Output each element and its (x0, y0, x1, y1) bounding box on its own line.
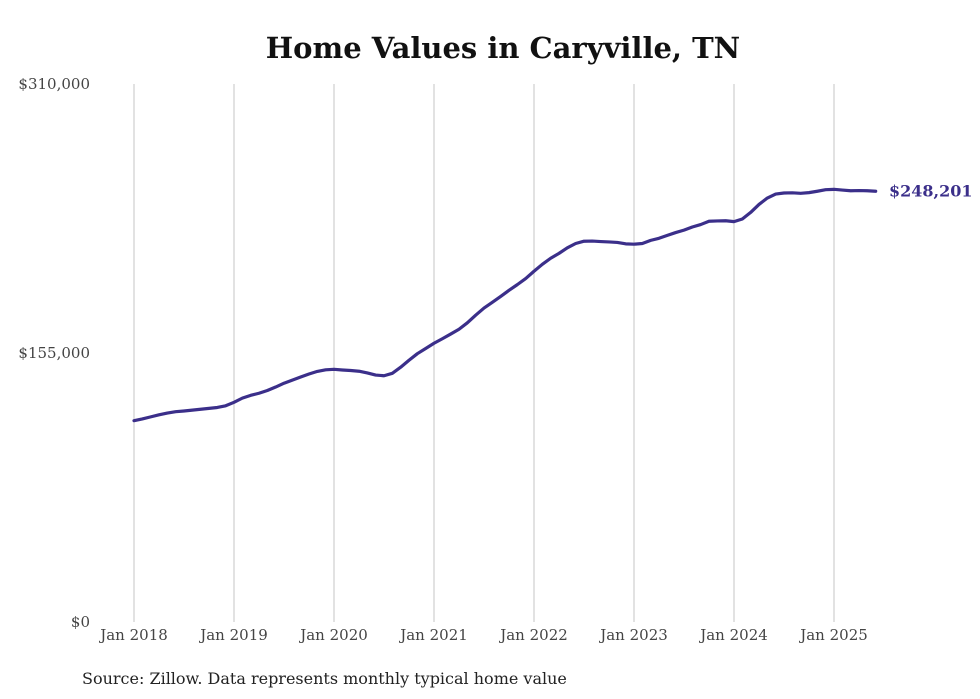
grid-lines (133, 84, 835, 622)
chart-title: Home Values in Caryville, TN (266, 31, 740, 65)
end-value-label: $248,201 (889, 181, 973, 200)
y-tick-label: $0 (71, 613, 90, 631)
x-tick-label: Jan 2022 (498, 626, 568, 644)
x-tick-label: Jan 2018 (98, 626, 168, 644)
x-axis-ticks: Jan 2018 Jan 2019 Jan 2020 Jan 2021 Jan 2022… (98, 626, 868, 644)
series-line (132, 187, 878, 423)
x-tick-label: Jan 2023 (598, 626, 668, 644)
source-note: Source: Zillow. Data represents monthly … (82, 669, 567, 688)
y-tick-label: $155,000 (18, 344, 90, 362)
x-tick-label: Jan 2021 (398, 626, 468, 644)
x-tick-label: Jan 2020 (298, 626, 368, 644)
y-axis-ticks: $0 $155,000 $310,000 (18, 75, 90, 631)
y-tick-label: $310,000 (18, 75, 90, 93)
x-tick-label: Jan 2019 (198, 626, 268, 644)
x-tick-label: Jan 2025 (798, 626, 868, 644)
x-tick-label: Jan 2024 (698, 626, 768, 644)
